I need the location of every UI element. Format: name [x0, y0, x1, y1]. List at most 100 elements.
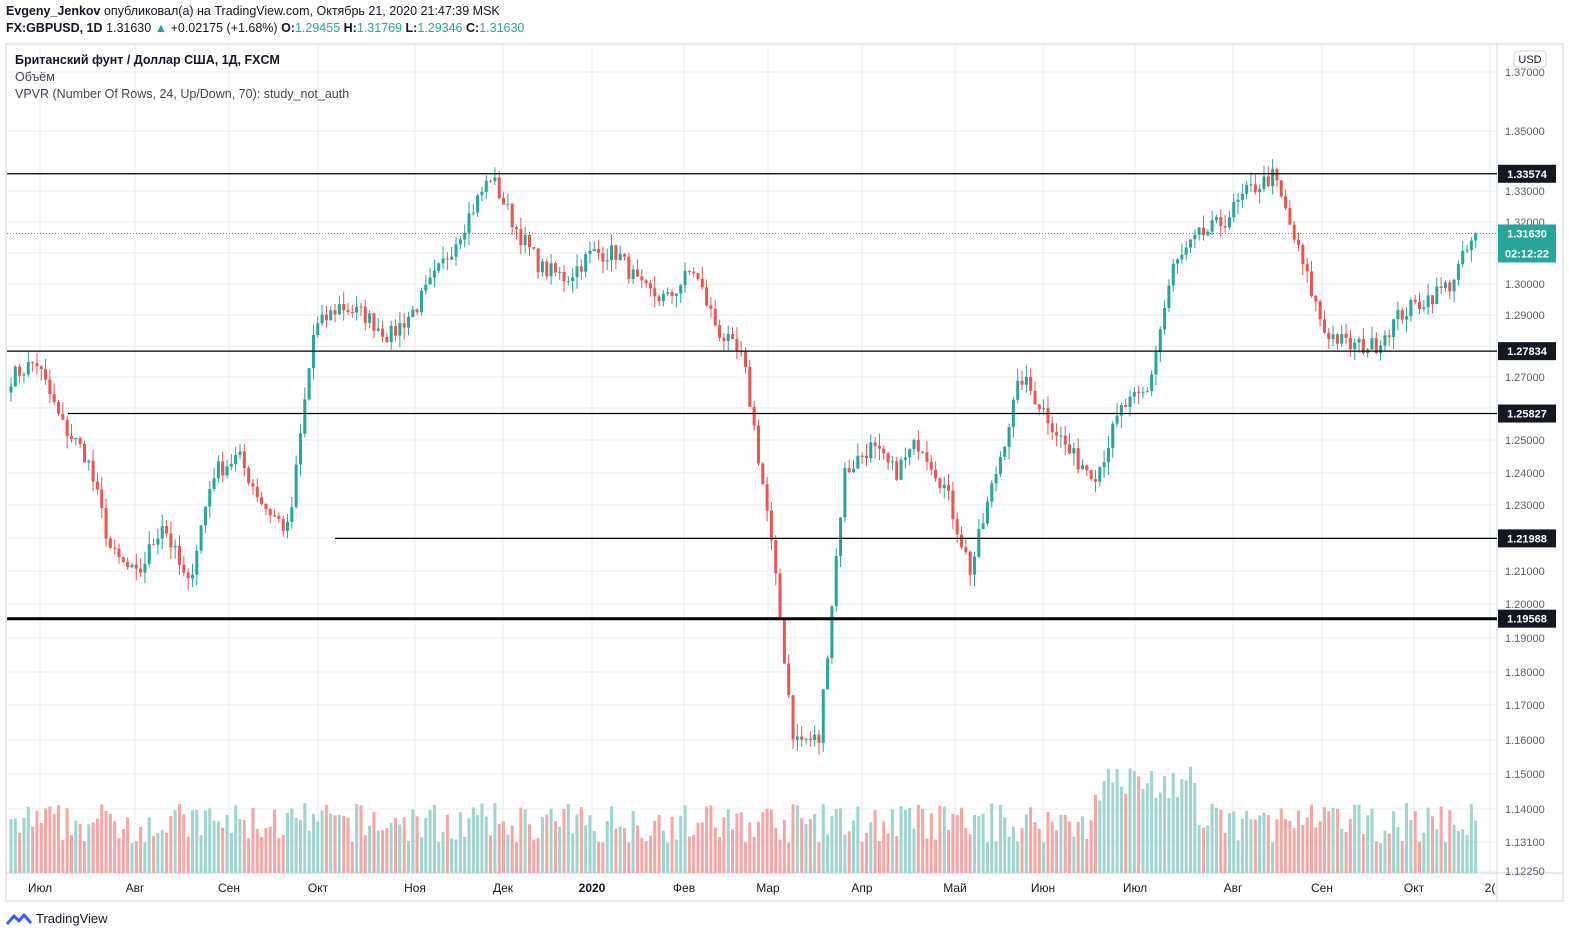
volume-bar: [752, 836, 756, 873]
candle-body: [674, 293, 678, 296]
volume-bar: [1059, 814, 1063, 873]
candle-body: [990, 483, 994, 502]
x-tick-label: Дек: [493, 881, 514, 895]
volume-bar: [942, 806, 946, 873]
volume-bar: [584, 825, 588, 873]
volume-bar: [1418, 841, 1422, 873]
candle-body: [1150, 374, 1154, 392]
candle-body: [493, 177, 497, 182]
volume-bar: [1016, 841, 1020, 873]
tradingview-logo[interactable]: TradingView: [6, 911, 108, 926]
candle-body: [437, 263, 441, 271]
candle-body: [324, 314, 328, 321]
candle-body: [527, 235, 531, 248]
volume-bar: [1102, 781, 1106, 873]
volume-bar: [687, 836, 691, 873]
candle-body: [1461, 250, 1465, 265]
candle-body: [640, 276, 644, 281]
candle-body: [644, 280, 648, 284]
candle-body: [260, 497, 264, 504]
volume-bar: [692, 834, 696, 873]
candle-body: [830, 606, 834, 659]
volume-bar: [294, 818, 298, 873]
volume-bar: [834, 809, 838, 873]
candle-body: [506, 203, 510, 205]
volume-bar: [635, 825, 639, 873]
candle-body: [1085, 465, 1089, 471]
close-value: 1.31630: [479, 21, 525, 35]
x-tick-label: Ноя: [404, 881, 426, 895]
volume-bar: [553, 821, 557, 873]
candle-body: [268, 508, 272, 516]
candle-body: [1063, 435, 1067, 445]
volume-bar: [515, 842, 519, 873]
candle-body: [13, 366, 17, 387]
candle-body: [1236, 199, 1240, 202]
author-name[interactable]: Evgeny_Jenkov: [6, 4, 101, 18]
volume-bar: [497, 823, 501, 873]
volume-bar: [1193, 783, 1197, 873]
price-chart[interactable]: 1.370001.350001.330001.320001.310001.300…: [0, 0, 1569, 904]
candle-body: [1279, 180, 1283, 197]
open-value: 1.29455: [294, 21, 341, 35]
candle-body: [152, 544, 156, 546]
volume-legend[interactable]: Объём: [15, 70, 55, 84]
volume-bar: [277, 838, 281, 873]
candle-body: [484, 180, 488, 193]
volume-bar: [1379, 842, 1383, 873]
candle-body: [1448, 282, 1452, 292]
candle-body: [1409, 299, 1413, 317]
volume-bar: [731, 829, 735, 873]
volume-bar: [502, 821, 506, 873]
volume-bar: [1392, 811, 1396, 873]
volume-bar: [1176, 797, 1180, 873]
volume-bar: [169, 815, 173, 873]
volume-bar: [1456, 831, 1460, 873]
y-tick-label: 1.27000: [1505, 372, 1545, 384]
volume-bar: [545, 814, 549, 873]
volume-bar: [960, 807, 964, 873]
volume-bar: [562, 808, 566, 873]
volume-bar: [921, 808, 925, 873]
candle-body: [238, 451, 242, 455]
candle-body: [489, 180, 493, 182]
volume-bar: [558, 826, 562, 873]
volume-bar: [1331, 807, 1335, 873]
candle-body: [428, 277, 432, 285]
volume-bar: [713, 827, 717, 873]
volume-bar: [899, 806, 903, 873]
candle-body: [195, 550, 199, 575]
candle-body: [744, 351, 747, 367]
volume-bar: [463, 836, 467, 873]
volume-bar: [761, 812, 765, 873]
volume-bar: [484, 816, 488, 873]
vpvr-legend[interactable]: VPVR (Number Of Rows, 24, Up/Down, 70): …: [15, 87, 350, 101]
candle-body: [1167, 285, 1171, 309]
x-tick-label: 2020: [579, 881, 606, 895]
volume-bar: [402, 817, 406, 873]
volume-bar: [1400, 841, 1404, 873]
volume-bar: [242, 820, 246, 873]
candle-body: [700, 278, 704, 288]
candle-body: [765, 484, 769, 511]
volume-bar: [618, 826, 622, 873]
volume-bar: [18, 832, 22, 873]
volume-bar: [925, 838, 929, 873]
volume-bar: [1081, 816, 1085, 873]
volume-bar: [165, 832, 169, 873]
volume-bar: [1422, 832, 1426, 873]
candle-body: [368, 313, 372, 323]
candle-body: [635, 269, 639, 277]
volume-bar: [1111, 782, 1115, 873]
volume-bar: [981, 813, 985, 873]
volume-bar: [778, 839, 782, 873]
volume-bar: [1271, 842, 1275, 873]
candle-body: [1137, 391, 1141, 393]
candle-body: [718, 324, 722, 338]
candle-body: [87, 460, 91, 463]
volume-bar: [1452, 824, 1456, 873]
volume-bar: [972, 814, 976, 873]
y-tick-label: 1.25000: [1505, 435, 1545, 447]
y-tick-label: 1.18000: [1505, 667, 1545, 679]
volume-bar: [882, 821, 886, 873]
